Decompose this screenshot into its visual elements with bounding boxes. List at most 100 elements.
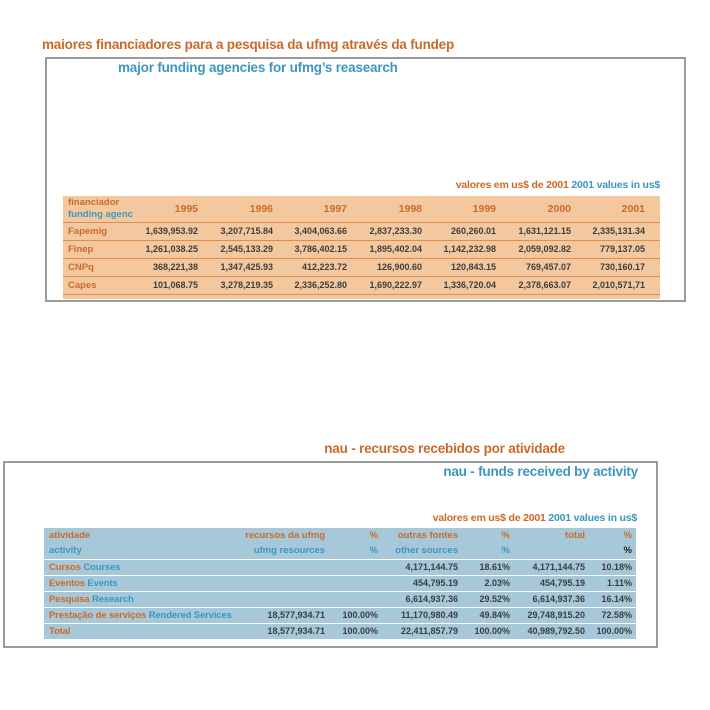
percent-header-1: % % — [325, 528, 378, 559]
activity-header-en: activity — [49, 545, 82, 557]
percent-header-3: % % — [585, 528, 636, 559]
cell-value: 454,795.19 — [510, 574, 585, 591]
funding-title-en: major funding agencies for ufmg’s reasea… — [118, 60, 398, 75]
cell-value: 1.11% — [585, 574, 636, 591]
cell-value: 769,457.07 — [496, 257, 571, 276]
year-header-1998: 1998 — [398, 202, 422, 215]
cell-value: 16.14% — [585, 590, 636, 607]
currency-note-en: 2001 values in us$ — [571, 179, 660, 191]
table-row: Cursos Courses 4,171,144.75 18.61% 4,171… — [44, 558, 636, 575]
funding-agency-header-en: funding agency — [68, 208, 133, 220]
cell-value: 100.00% — [458, 622, 510, 639]
cell-value: 100.00% — [325, 622, 378, 639]
cell-value: 120,843.15 — [422, 257, 496, 276]
cell-value: 29,748,915.20 — [510, 606, 585, 623]
cell-value — [240, 558, 325, 575]
activity-table-header-row: atividade activity recursos da ufmg ufmg… — [44, 528, 636, 559]
total-label: Total — [44, 622, 240, 639]
cell-value: 2,010,571,71 — [571, 275, 660, 294]
cell-value: 2,378,663.07 — [496, 275, 571, 294]
table-footer-pad — [63, 293, 660, 299]
other-sources-header-en: other sources — [395, 545, 458, 557]
cell-value: 18,577,934.71 — [240, 606, 325, 623]
cell-value: 11,170,980.49 — [378, 606, 458, 623]
activity-header: atividade activity — [44, 528, 240, 559]
total-header: total — [510, 528, 585, 559]
cell-value: 6,614,937.36 — [510, 590, 585, 607]
cell-value: 100.00% — [585, 622, 636, 639]
cell-value: 6,614,937.36 — [378, 590, 458, 607]
table-row: Fapemig 1,639,953.92 3,207,715.84 3,404,… — [63, 221, 660, 240]
total-row: Total 18,577,934.71 100.00% 22,411,857.7… — [44, 622, 636, 639]
cell-value: 260,260.01 — [422, 221, 496, 240]
total-header-pt: total — [564, 530, 585, 542]
table-row: Capes 101,068.75 3,278,219.35 2,336,252.… — [63, 275, 660, 294]
nau-title-pt: nau - recursos recebidos por atividade — [324, 441, 565, 456]
funding-panel: major funding agencies for ufmg’s reasea… — [45, 57, 686, 302]
activity-label-pt: Pesquisa — [49, 593, 90, 605]
cell-value: 2,059,092.82 — [496, 239, 571, 258]
other-sources-header: outras fontes other sources — [378, 528, 458, 559]
cell-value — [325, 574, 378, 591]
currency-note-en: 2001 values in us$ — [548, 512, 637, 524]
funding-agency-header: financiador funding agency — [63, 196, 133, 222]
activity-label: Prestação de serviços Rendered Services — [44, 606, 240, 623]
activity-label-en: Events — [87, 577, 118, 589]
activity-label-pt: Eventos — [49, 577, 85, 589]
currency-note-pt: valores em us$ de 2001 — [432, 512, 546, 524]
cell-value — [325, 558, 378, 575]
year-header-2001: 2001 — [621, 202, 645, 215]
cell-value: 1,261,038.25 — [133, 239, 198, 258]
agency-label: CNPq — [63, 257, 133, 276]
cell-value: 22,411,857.79 — [378, 622, 458, 639]
cell-value: 72.58% — [585, 606, 636, 623]
agency-label: Finep — [63, 239, 133, 258]
cell-value: 730,160.17 — [571, 257, 660, 276]
percent-header-2-pt: % — [501, 530, 510, 542]
cell-value: 412,223.72 — [273, 257, 347, 276]
cell-value: 1,142,232.98 — [422, 239, 496, 258]
agency-label: Fapemig — [63, 221, 133, 240]
cell-value: 779,137.05 — [571, 239, 660, 258]
cell-value: 3,404,063.66 — [273, 221, 347, 240]
funding-title-pt: maiores financiadores para a pesquisa da… — [42, 37, 455, 52]
total-label-pt: Total — [49, 625, 71, 637]
year-header-1995: 1995 — [174, 202, 198, 215]
cell-value: 4,171,144.75 — [510, 558, 585, 575]
table-row: Pesquisa Research 6,614,937.36 29.52% 6,… — [44, 590, 636, 607]
cell-value: 18.61% — [458, 558, 510, 575]
table-row: Finep 1,261,038.25 2,545,133.29 3,786,40… — [63, 239, 660, 258]
year-header-2000: 2000 — [547, 202, 571, 215]
cell-value: 49.84% — [458, 606, 510, 623]
funding-table-header-row: financiador funding agency 1995 1996 199… — [63, 196, 660, 222]
nau-currency-note: valores em us$ de 2001 2001 values in us… — [433, 512, 637, 524]
cell-value: 3,207,715.84 — [198, 221, 273, 240]
cell-value — [240, 590, 325, 607]
table-row: Prestação de serviços Rendered Services … — [44, 606, 636, 623]
ufmg-resources-header-pt: recursos da ufmg — [245, 530, 325, 542]
other-sources-header-pt: outras fontes — [397, 530, 458, 542]
ufmg-resources-header: recursos da ufmg ufmg resources — [240, 528, 325, 559]
cell-value: 2,837,233.30 — [347, 221, 422, 240]
table-row: CNPq 368,221,38 1,347,425.93 412,223.72 … — [63, 257, 660, 276]
cell-value: 2,545,133.29 — [198, 239, 273, 258]
cell-value: 454,795.19 — [378, 574, 458, 591]
activity-label: Cursos Courses — [44, 558, 240, 575]
agency-label: Capes — [63, 275, 133, 294]
activity-label-en: Courses — [83, 561, 121, 573]
year-header-1997: 1997 — [323, 202, 347, 215]
cell-value: 2,335,131.34 — [571, 221, 660, 240]
activity-label: Eventos Events — [44, 574, 240, 591]
cell-value: 18,577,934.71 — [240, 622, 325, 639]
percent-header-2-en: % — [501, 545, 510, 557]
activity-label-pt: Cursos — [49, 561, 81, 573]
activity-label-en: Research — [92, 593, 134, 605]
funding-currency-note: valores em us$ de 2001 2001 values in us… — [456, 179, 660, 191]
year-header-1999: 1999 — [472, 202, 496, 215]
cell-value: 1,347,425.93 — [198, 257, 273, 276]
cell-value: 1,639,953.92 — [133, 221, 198, 240]
percent-header-2: % % — [458, 528, 510, 559]
cell-value: 1,631,121.15 — [496, 221, 571, 240]
cell-value: 126,900.60 — [347, 257, 422, 276]
